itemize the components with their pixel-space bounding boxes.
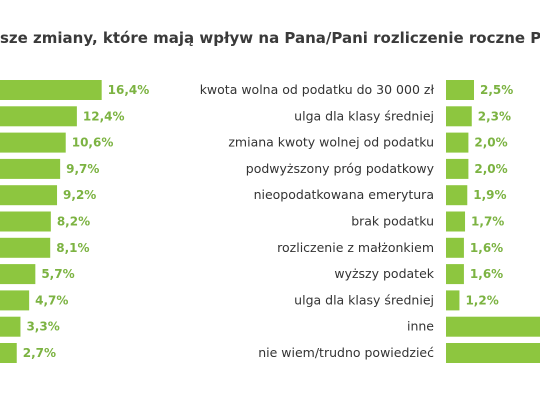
right-bar bbox=[446, 211, 466, 232]
right-bar bbox=[446, 185, 468, 206]
left-bar bbox=[0, 343, 17, 363]
category-label: zmiana kwoty wolnej od podatku bbox=[228, 135, 434, 150]
left-bar bbox=[0, 264, 36, 285]
category-label: nieopodatkowana emerytura bbox=[254, 187, 434, 202]
right-bar bbox=[446, 290, 460, 311]
right-bar bbox=[446, 106, 472, 127]
left-value-label: 5,7% bbox=[41, 267, 74, 281]
category-label: podwyższony próg podatkowy bbox=[246, 161, 435, 176]
left-value-label: 9,2% bbox=[63, 188, 96, 202]
right-value-label: 1,6% bbox=[470, 267, 503, 281]
right-bar bbox=[446, 237, 464, 258]
left-value-label: 3,3% bbox=[26, 320, 59, 334]
right-value-label: 1,9% bbox=[473, 188, 506, 202]
right-bar bbox=[446, 316, 540, 337]
right-value-label: 1,2% bbox=[465, 293, 498, 307]
left-bar bbox=[0, 316, 21, 337]
left-bar bbox=[0, 185, 58, 206]
right-value-label: 1,6% bbox=[470, 241, 503, 255]
left-bar bbox=[0, 290, 30, 311]
left-value-label: 4,7% bbox=[35, 293, 68, 307]
chart-title: sze zmiany, które mają wpływ na Pana/Pan… bbox=[0, 29, 540, 47]
category-label: ulga dla klasy średniej bbox=[294, 292, 434, 307]
category-label: brak podatku bbox=[351, 214, 434, 229]
category-label: rozliczenie z małżonkiem bbox=[277, 240, 434, 255]
left-value-label: 10,6% bbox=[72, 136, 114, 150]
left-value-label: 12,4% bbox=[83, 109, 125, 123]
category-label: wyższy podatek bbox=[334, 266, 434, 281]
left-bar bbox=[0, 211, 51, 232]
left-bar bbox=[0, 132, 66, 153]
left-value-label: 9,7% bbox=[66, 162, 99, 176]
right-bar bbox=[446, 132, 469, 153]
left-bar bbox=[0, 80, 102, 100]
right-value-label: 2,5% bbox=[480, 83, 513, 97]
right-value-label: 2,0% bbox=[474, 136, 507, 150]
left-bar bbox=[0, 106, 77, 127]
left-value-label: 8,1% bbox=[56, 241, 89, 255]
left-bar bbox=[0, 237, 51, 258]
category-label: ulga dla klasy średniej bbox=[294, 108, 434, 123]
left-value-label: 8,2% bbox=[57, 215, 90, 229]
right-value-label: 2,0% bbox=[474, 162, 507, 176]
right-bar bbox=[446, 343, 540, 363]
category-label: nie wiem/trudno powiedzieć bbox=[258, 345, 434, 360]
right-value-label: 1,7% bbox=[471, 215, 504, 229]
left-value-label: 16,4% bbox=[108, 83, 150, 97]
right-bar bbox=[446, 158, 469, 179]
right-value-label: 2,3% bbox=[478, 109, 511, 123]
category-label: kwota wolna od podatku do 30 000 zł bbox=[200, 82, 435, 97]
right-bar bbox=[446, 264, 464, 285]
left-value-label: 2,7% bbox=[23, 346, 56, 360]
right-bar bbox=[446, 80, 474, 100]
category-label: inne bbox=[407, 319, 434, 334]
left-bar bbox=[0, 158, 61, 179]
